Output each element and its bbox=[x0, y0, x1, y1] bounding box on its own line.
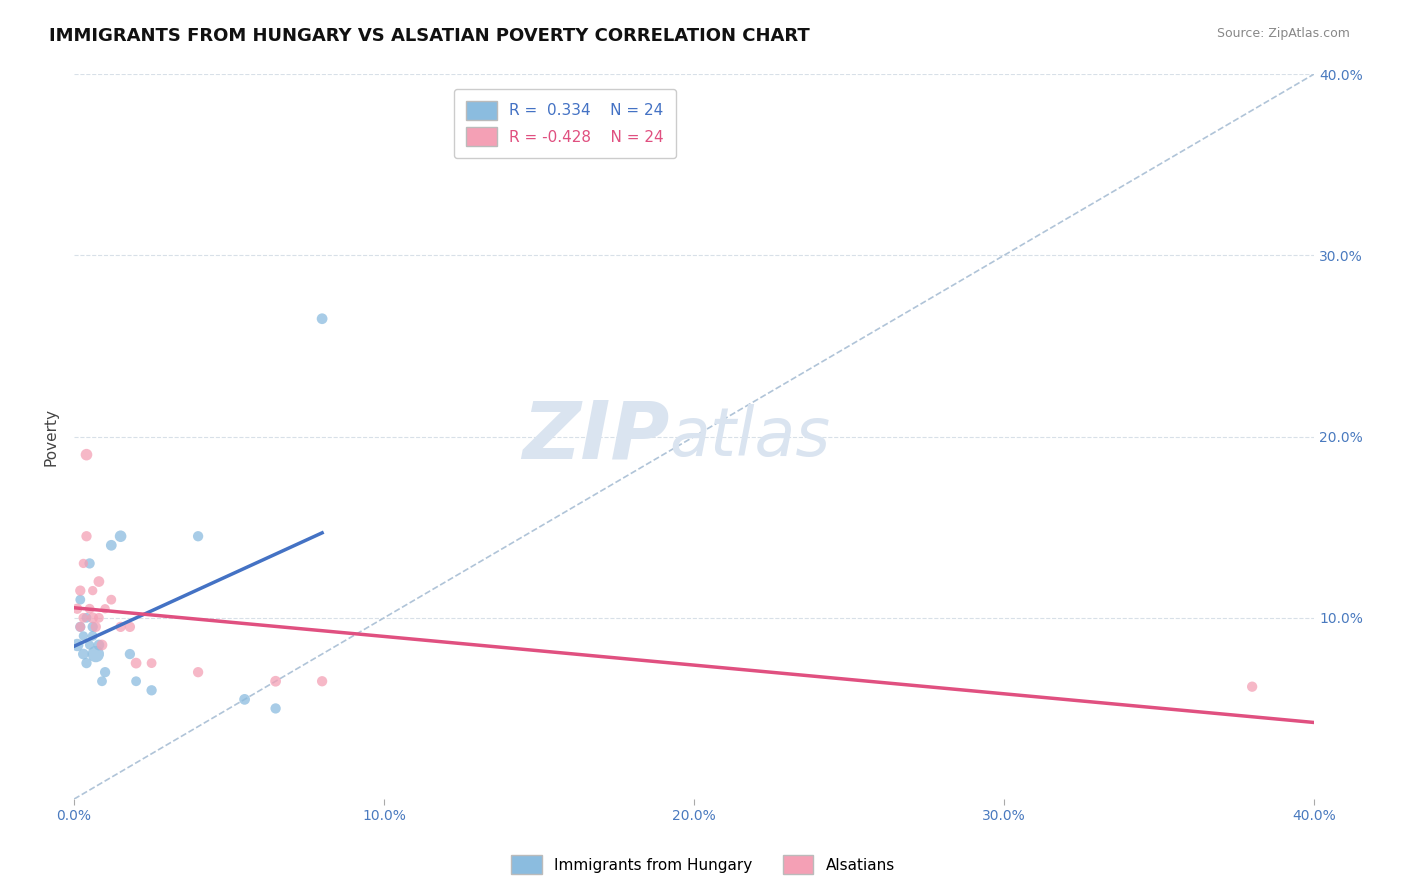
Point bbox=[110, 529, 132, 543]
Point bbox=[66, 601, 89, 615]
Point bbox=[69, 620, 91, 634]
Point bbox=[1241, 680, 1264, 694]
Point bbox=[66, 638, 89, 652]
Point bbox=[76, 529, 98, 543]
Point bbox=[76, 656, 98, 670]
Point bbox=[87, 611, 110, 625]
Point bbox=[82, 583, 104, 598]
Legend: Immigrants from Hungary, Alsatians: Immigrants from Hungary, Alsatians bbox=[505, 849, 901, 880]
Point bbox=[79, 638, 101, 652]
Point bbox=[76, 448, 98, 462]
Point bbox=[87, 638, 110, 652]
Point bbox=[311, 311, 333, 326]
Point bbox=[82, 611, 104, 625]
Point bbox=[76, 611, 98, 625]
Point bbox=[72, 629, 94, 643]
Y-axis label: Poverty: Poverty bbox=[44, 408, 58, 466]
Point bbox=[94, 601, 117, 615]
Point bbox=[79, 557, 101, 571]
Point bbox=[187, 665, 209, 680]
Point bbox=[82, 629, 104, 643]
Point bbox=[233, 692, 256, 706]
Point bbox=[72, 557, 94, 571]
Point bbox=[82, 620, 104, 634]
Point bbox=[141, 656, 163, 670]
Point bbox=[110, 620, 132, 634]
Point bbox=[141, 683, 163, 698]
Point bbox=[100, 538, 122, 552]
Point bbox=[125, 656, 148, 670]
Point bbox=[87, 574, 110, 589]
Point bbox=[72, 647, 94, 661]
Point bbox=[264, 701, 287, 715]
Point bbox=[100, 592, 122, 607]
Point bbox=[69, 620, 91, 634]
Point bbox=[84, 620, 107, 634]
Text: ZIP: ZIP bbox=[522, 398, 669, 475]
Legend: R =  0.334    N = 24, R = -0.428    N = 24: R = 0.334 N = 24, R = -0.428 N = 24 bbox=[454, 89, 676, 158]
Point bbox=[84, 647, 107, 661]
Point bbox=[72, 611, 94, 625]
Point bbox=[69, 592, 91, 607]
Point bbox=[69, 583, 91, 598]
Point bbox=[264, 674, 287, 689]
Text: atlas: atlas bbox=[669, 403, 831, 469]
Text: IMMIGRANTS FROM HUNGARY VS ALSATIAN POVERTY CORRELATION CHART: IMMIGRANTS FROM HUNGARY VS ALSATIAN POVE… bbox=[49, 27, 810, 45]
Point bbox=[118, 620, 141, 634]
Point bbox=[79, 601, 101, 615]
Text: Source: ZipAtlas.com: Source: ZipAtlas.com bbox=[1216, 27, 1350, 40]
Point bbox=[125, 674, 148, 689]
Point bbox=[94, 665, 117, 680]
Point bbox=[311, 674, 333, 689]
Point bbox=[187, 529, 209, 543]
Point bbox=[91, 638, 114, 652]
Point bbox=[91, 674, 114, 689]
Point bbox=[118, 647, 141, 661]
